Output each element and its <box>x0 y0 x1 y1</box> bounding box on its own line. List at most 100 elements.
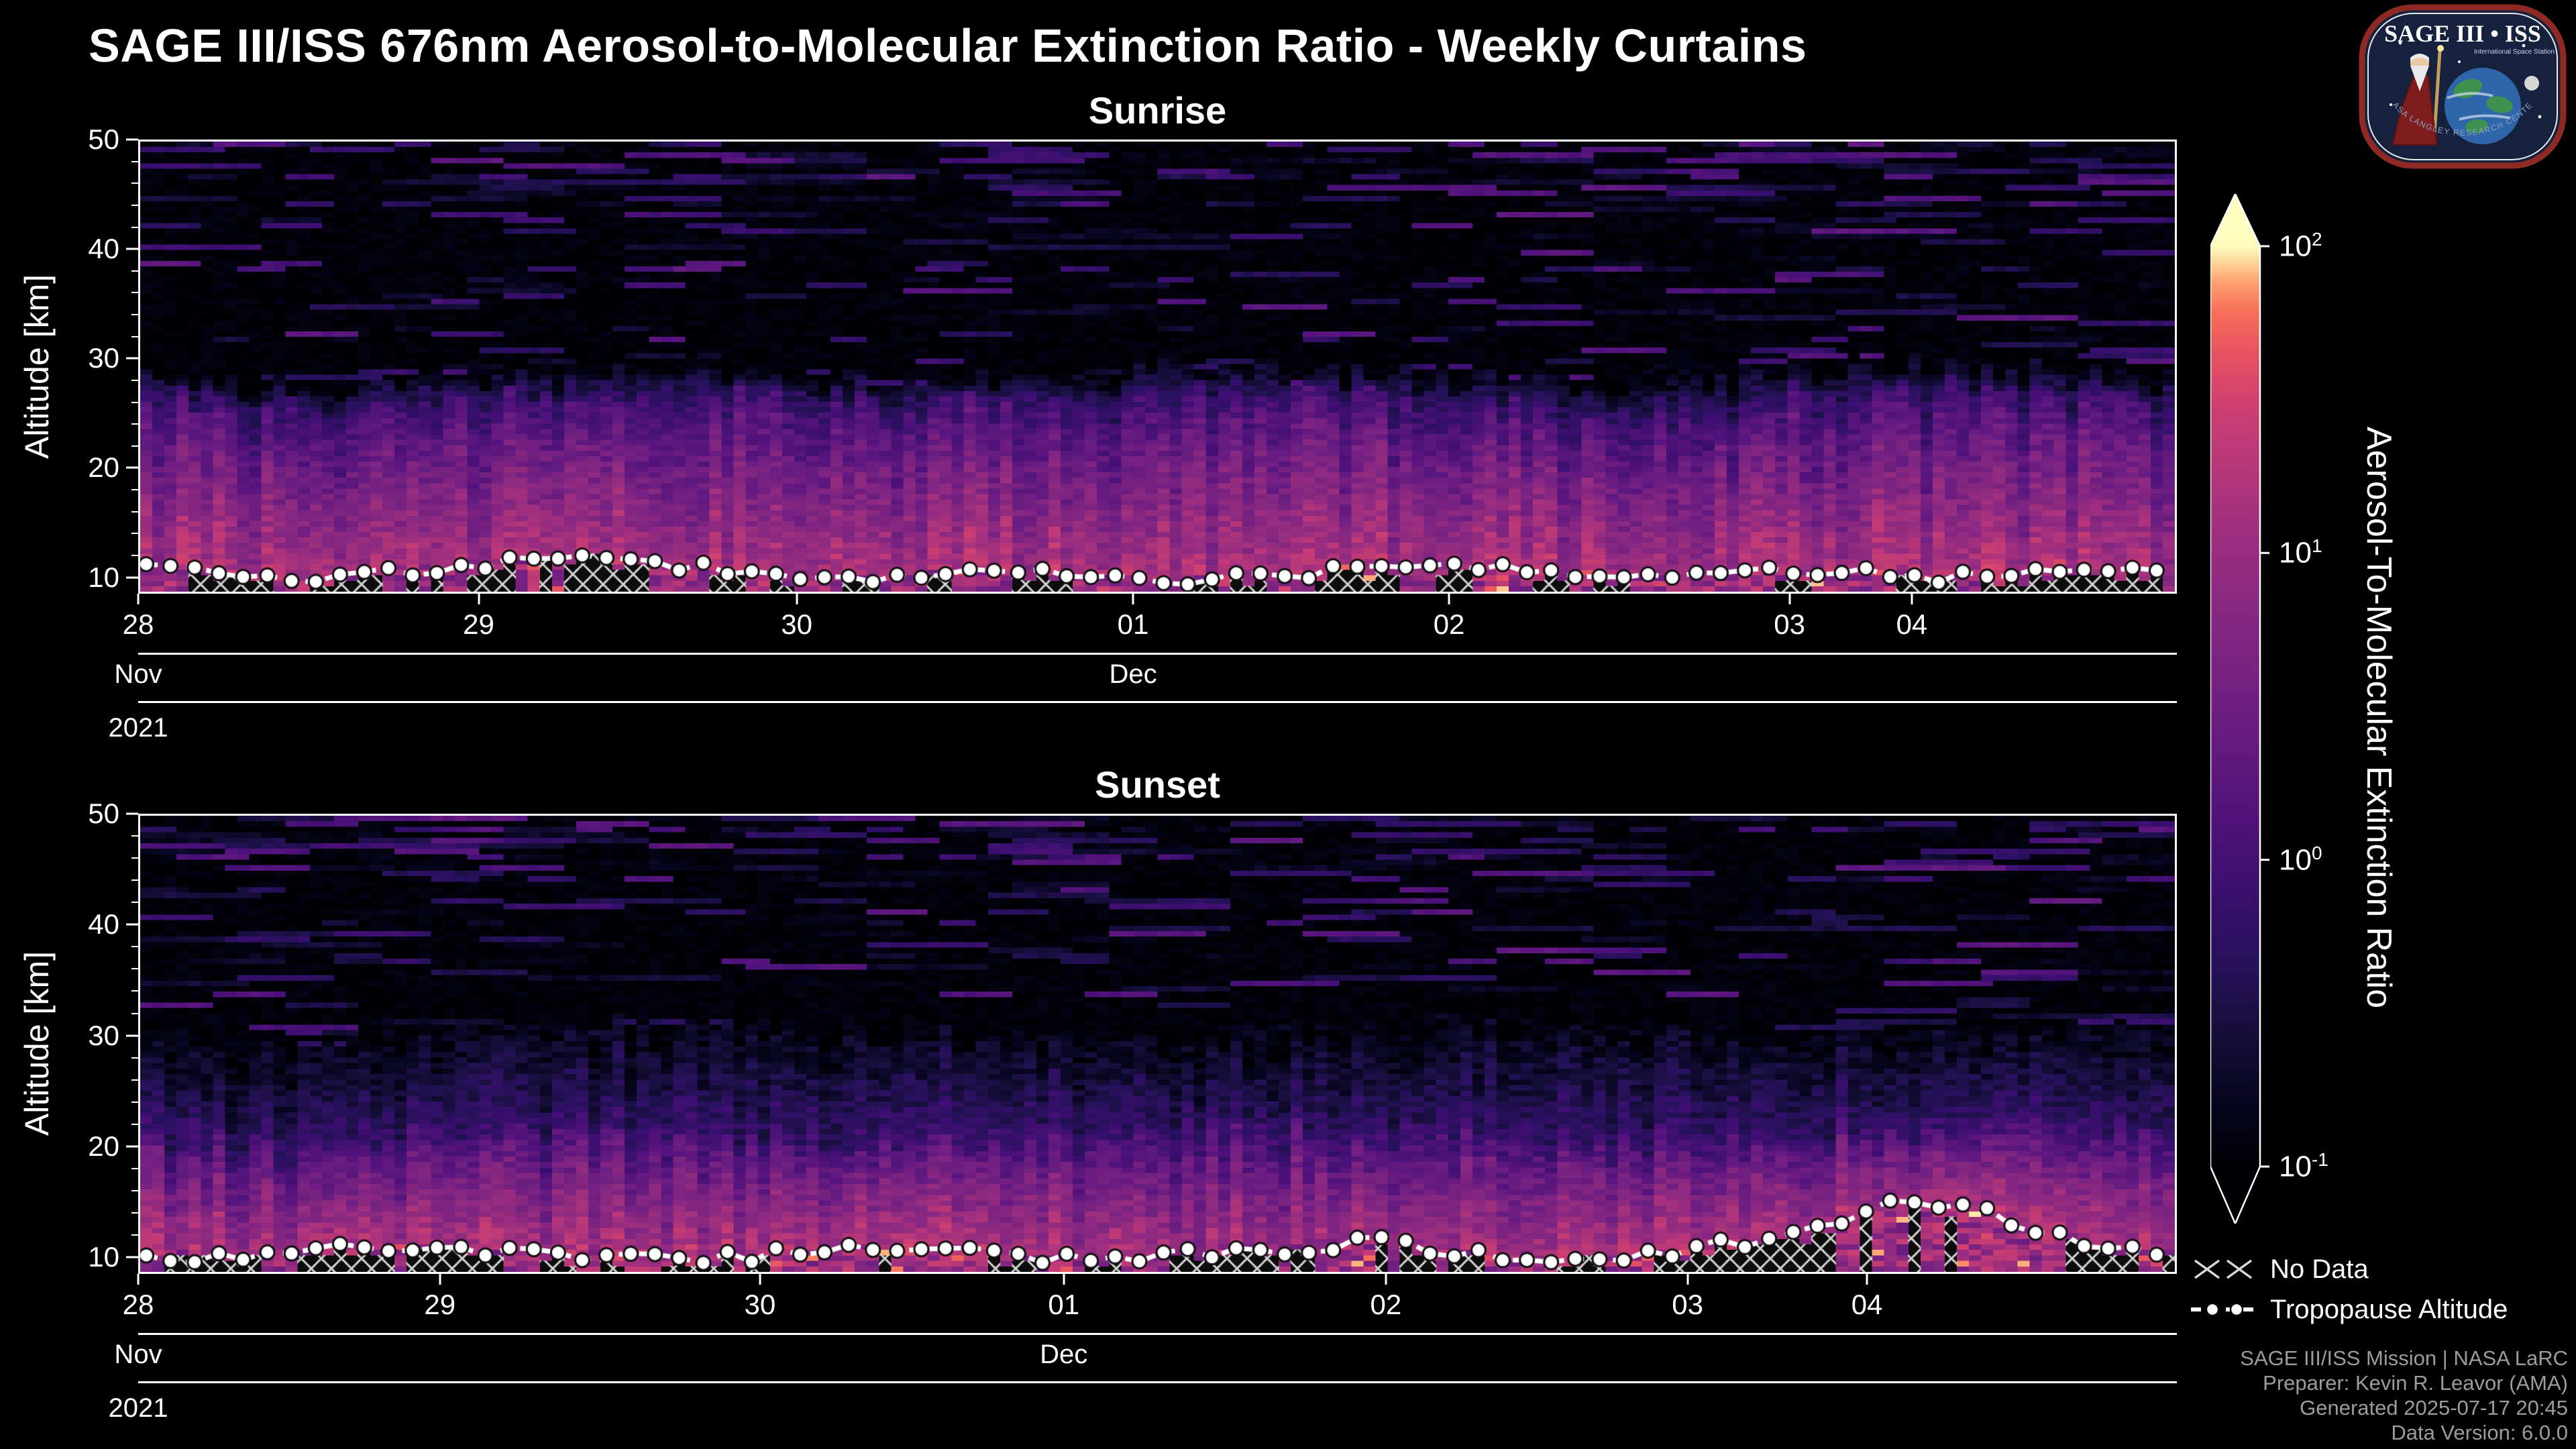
x-axis-sunrise: 28 29 30 01 02 03 04 Nov Dec 2021 <box>109 594 2177 755</box>
credit-generated: Generated 2025-07-17 20:45 <box>2300 1396 2568 1419</box>
y-tick <box>126 576 138 579</box>
y-minor-tick <box>131 946 138 948</box>
legend-row-no-data: No Data <box>2190 1249 2508 1289</box>
moon-icon <box>2524 76 2539 91</box>
colorbar-tick-label: 101 <box>2279 535 2322 570</box>
x-tick-label: 28 <box>122 1289 154 1320</box>
panel-sunrise: Sunrise Altitude [km] 10 20 30 40 50 28 29 30 0… <box>18 89 2177 743</box>
credit-preparer: Preparer: Kevin R. Leavor (AMA) <box>2263 1371 2568 1395</box>
colorbar-tick-label: 10-1 <box>2279 1149 2328 1183</box>
x-tick <box>137 1274 140 1285</box>
y-minor-tick <box>131 423 138 425</box>
logo-title: SAGE III • ISS <box>2384 20 2541 47</box>
month-label-nov: Nov <box>114 1340 162 1369</box>
x-tick <box>1866 1274 1868 1285</box>
x-tick <box>137 594 140 604</box>
x-tick <box>1911 594 1913 604</box>
y-minor-tick <box>131 1079 138 1081</box>
y-minor-tick <box>131 835 138 837</box>
tropopause-overlay-sunrise <box>140 142 2175 592</box>
x-tick-label: 04 <box>1896 608 1928 640</box>
y-minor-tick <box>131 1057 138 1059</box>
y-tick <box>126 138 138 141</box>
y-minor-tick <box>131 335 138 337</box>
credit-mission: SAGE III/ISS Mission | NASA LaRC <box>2240 1346 2568 1370</box>
y-tick <box>126 357 138 360</box>
year-label: 2021 <box>108 1393 168 1423</box>
panel-title-sunset: Sunset <box>1095 763 1220 806</box>
y-axis-label-text: Altitude [km] <box>18 274 56 460</box>
x-tick <box>1686 1274 1689 1285</box>
y-minor-tick <box>131 1012 138 1014</box>
y-minor-tick <box>131 160 138 162</box>
wizard-beard-icon <box>2410 66 2429 91</box>
wizard-hair-icon <box>2410 54 2429 62</box>
y-tick-label: 40 <box>88 233 119 265</box>
x-tick-label: 29 <box>424 1289 456 1320</box>
y-tick-label: 30 <box>88 1019 119 1051</box>
x-tick <box>759 1274 761 1285</box>
y-axis-label-sunrise: Altitude [km] <box>16 140 58 594</box>
x-tick-label: 28 <box>122 608 154 640</box>
y-tick-label: 30 <box>88 342 119 374</box>
month-label-dec: Dec <box>1040 1340 1088 1369</box>
x-tick-label: 29 <box>463 608 494 640</box>
x-tick-label: 03 <box>1672 1289 1703 1320</box>
y-minor-tick <box>131 968 138 970</box>
colorbar-tick-label: 102 <box>2279 229 2322 263</box>
star-icons <box>2390 41 2542 119</box>
y-minor-tick <box>131 292 138 294</box>
panel-sunset: Sunset Altitude [km] 10 20 30 40 50 28 29 30 01… <box>18 763 2177 1423</box>
x-tick-label: 02 <box>1370 1289 1402 1320</box>
colorbar-gradient <box>2209 192 2269 1226</box>
date-axis-line <box>138 1333 2177 1335</box>
colorbar-tick-labels: 102 101 100 10-1 <box>2279 194 2366 1224</box>
x-tick <box>1448 594 1450 604</box>
x-tick <box>1385 1274 1387 1285</box>
logo-subtitle: International Space Station <box>2474 48 2555 56</box>
y-axis-label-sunset: Altitude [km] <box>16 814 58 1274</box>
y-minor-tick <box>131 857 138 859</box>
y-axis-label-text: Altitude [km] <box>18 951 56 1136</box>
y-minor-tick <box>131 1123 138 1125</box>
x-tick <box>1063 1274 1065 1285</box>
y-tick-label: 50 <box>88 798 119 829</box>
y-tick-label: 40 <box>88 908 119 941</box>
date-axis-line <box>138 701 2177 703</box>
panel-title-sunrise: Sunrise <box>1088 89 1227 131</box>
y-tick <box>126 1256 138 1258</box>
y-minor-tick <box>131 314 138 315</box>
y-tick <box>126 812 138 815</box>
y-minor-tick <box>131 1212 138 1214</box>
x-tick <box>796 594 798 604</box>
y-minor-tick <box>131 902 138 904</box>
y-tick <box>126 1145 138 1148</box>
credit-data-version: Data Version: 6.0.0 <box>2391 1421 2568 1444</box>
y-minor-tick <box>131 270 138 272</box>
x-tick <box>1788 594 1791 604</box>
heatmap-sunset <box>138 814 2177 1274</box>
y-minor-tick <box>131 226 138 228</box>
legend-row-tropopause: Tropopause Altitude <box>2190 1289 2508 1330</box>
x-tick-label: 04 <box>1851 1289 1883 1320</box>
y-minor-tick <box>131 879 138 881</box>
y-minor-tick <box>131 204 138 206</box>
legend-tropopause-label: Tropopause Altitude <box>2270 1294 2508 1324</box>
heatmap-sunrise <box>138 140 2177 594</box>
x-tick <box>439 1274 441 1285</box>
y-minor-tick <box>131 554 138 556</box>
staff-orb-icon <box>2437 45 2444 52</box>
earth-clouds <box>2447 92 2511 121</box>
y-tick-label: 10 <box>88 1241 119 1273</box>
page-title: SAGE III/ISS 676nm Aerosol-to-Molecular … <box>89 19 1807 72</box>
x-tick <box>1132 594 1134 604</box>
colorbar-label-text: Aerosol-To-Molecular Extinction Ratio <box>2359 427 2398 1009</box>
y-minor-tick <box>131 182 138 184</box>
patch-pinstripe <box>2367 13 2558 160</box>
date-axis-line <box>138 653 2177 655</box>
wizard-robe-icon <box>2392 67 2438 146</box>
colorbar <box>2209 192 2277 1226</box>
y-minor-tick <box>131 533 138 535</box>
month-label-dec: Dec <box>1109 659 1157 689</box>
year-label: 2021 <box>108 713 168 743</box>
